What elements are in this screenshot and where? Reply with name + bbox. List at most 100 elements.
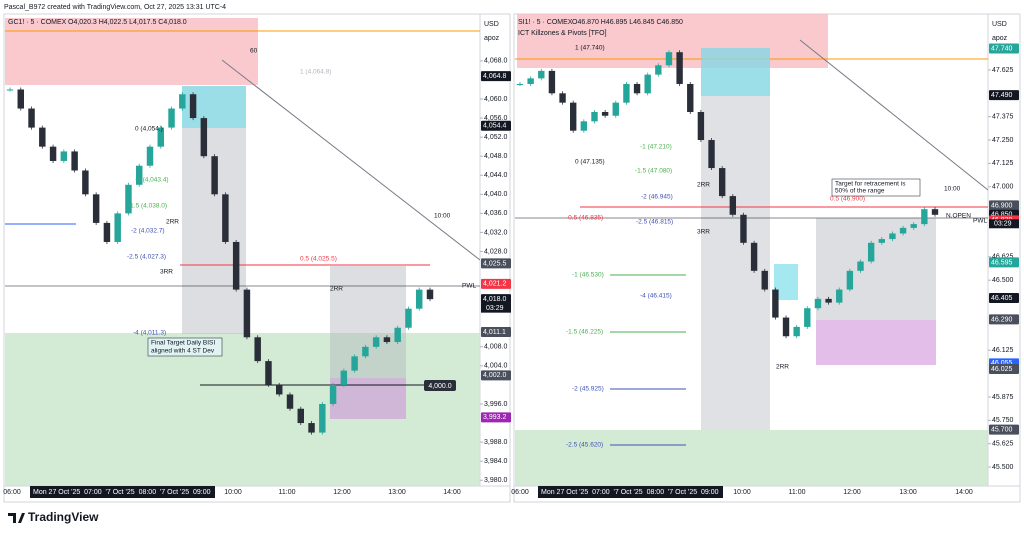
x-tick-label: 11:00	[279, 489, 296, 496]
candle	[793, 326, 800, 337]
candle	[772, 289, 779, 318]
y-tick-label: 4,040.0	[484, 191, 507, 198]
candle	[718, 168, 726, 197]
candle	[28, 108, 35, 128]
x-tick-label: 14:00	[443, 489, 461, 496]
target-box	[701, 48, 770, 96]
annotation: 0 (47.135)	[575, 159, 605, 166]
y-tick-label: 4,068.0	[484, 58, 507, 65]
candle	[232, 241, 240, 290]
x-tick-label: 12:00	[843, 489, 861, 496]
annotation: 2RR	[776, 364, 789, 371]
candle	[200, 118, 208, 157]
candle	[527, 78, 534, 84]
candle	[308, 423, 315, 433]
candle	[655, 65, 662, 75]
annotation: -2 (46.945)	[641, 194, 673, 201]
candle	[416, 289, 423, 309]
price-tag-label: 46.290	[991, 316, 1013, 323]
candle	[644, 74, 651, 94]
range-box	[816, 218, 936, 320]
y-tick-label: 4,028.0	[484, 248, 507, 255]
callout	[831, 178, 921, 197]
price-tag-label: 46.405	[991, 295, 1013, 302]
annotation: 1 (47.740)	[575, 45, 605, 52]
y-tick-label: 4,052.0	[484, 134, 507, 141]
annotation: 0 (4,054.)	[135, 126, 163, 133]
x-tick-label: 11:00	[789, 489, 806, 496]
demand-zone	[5, 333, 480, 486]
y-tick-label: 4,032.0	[484, 229, 507, 236]
candle	[825, 298, 832, 303]
x-tick-label: 10:00	[224, 489, 242, 496]
candle	[254, 337, 261, 362]
candle	[836, 289, 843, 303]
brand: TradingView	[28, 510, 99, 524]
annotation: 10:00	[434, 213, 451, 220]
candle	[697, 111, 705, 141]
annotation: 2RR	[166, 219, 179, 226]
annotation: 3RR	[697, 229, 710, 236]
y-tick-label: 45.500	[992, 464, 1014, 471]
price-tag-label: 4,002.0	[483, 372, 506, 379]
y-tick-label: 47.375	[992, 114, 1014, 121]
y-tick-label: 47.125	[992, 160, 1014, 167]
price-box	[424, 380, 456, 391]
candle	[761, 270, 768, 290]
annotation: -2.5 (46.815)	[636, 219, 673, 226]
annotation: 2RR	[330, 286, 343, 293]
price-tag	[989, 363, 1019, 374]
annotation: -1 (46.530)	[572, 272, 604, 279]
candle	[265, 361, 272, 385]
symbol: GC1! · 5 · COMEX	[8, 19, 67, 26]
price-tag	[989, 90, 1019, 101]
y-tick-label: 4,008.0	[484, 344, 507, 351]
candle	[329, 384, 337, 404]
candle	[426, 289, 434, 300]
y-tick-label: 45.875	[992, 394, 1014, 401]
x-tick-label: 14:00	[955, 489, 973, 496]
price-tag	[989, 292, 1019, 303]
price-tag	[481, 327, 511, 338]
candle	[60, 151, 68, 161]
candle	[189, 94, 197, 119]
candle	[782, 317, 790, 337]
candle	[103, 222, 111, 242]
brand-bar	[0, 504, 1024, 534]
candle	[92, 194, 100, 223]
candle	[612, 102, 619, 116]
candle	[168, 108, 175, 128]
candle	[804, 308, 811, 327]
candle	[538, 70, 545, 79]
candle	[910, 224, 917, 228]
range-box	[330, 266, 406, 378]
y-tick-label: 4,060.0	[484, 96, 507, 103]
price-tag	[481, 278, 511, 289]
price-tag-label: 4,064.8	[483, 73, 506, 80]
candle	[846, 270, 854, 290]
x-tick-label: Mon 27 Oct '25 07:00 '7 Oct '25 08:00 '7…	[33, 489, 211, 496]
annotation: 50% of the range	[835, 188, 885, 195]
candle	[383, 337, 391, 343]
countdown-box	[481, 303, 511, 313]
candle	[559, 93, 566, 103]
panel-frame	[3, 13, 511, 503]
price-tag-label: 4,018.0	[483, 296, 506, 303]
annotation: 3RR	[160, 269, 173, 276]
y-tick-label: 47.250	[992, 137, 1014, 144]
y-tick-label: 3,996.0	[484, 401, 507, 408]
x-tick-label: 06:00	[511, 489, 529, 496]
y-tick-label: 3,984.0	[484, 458, 507, 465]
x-tick-label: Mon 27 Oct '25 07:00 '7 Oct '25 08:00 '7…	[541, 489, 719, 496]
countdown-box	[989, 219, 1019, 229]
countdown: 03:29	[994, 221, 1012, 228]
annotation: Final Target Daily BISI	[151, 340, 215, 347]
candle	[516, 83, 524, 85]
annotation: 2RR	[697, 182, 710, 189]
price-tag-label: 4,021.2	[483, 281, 506, 288]
price-tag-label: 46.850	[991, 212, 1013, 219]
annotation: N.OPEN	[946, 213, 971, 220]
annotation: -1.5 (46.225)	[566, 329, 603, 336]
trend-line	[799, 39, 988, 191]
candle	[665, 52, 673, 66]
